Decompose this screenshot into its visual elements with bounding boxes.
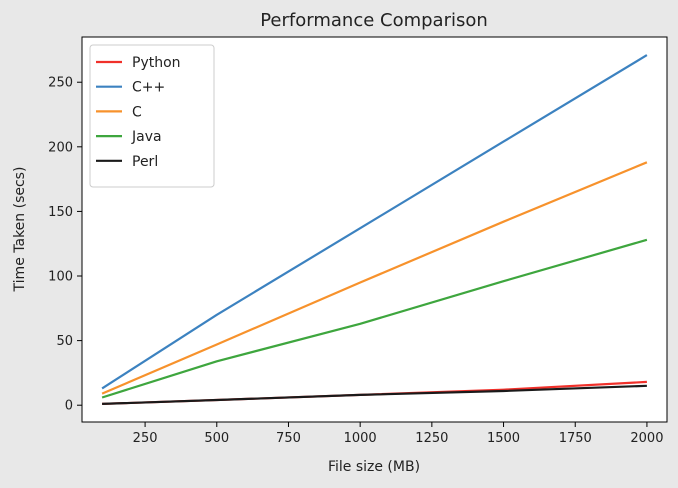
x-axis-label: File size (MB) <box>328 459 420 475</box>
y-tick-label: 50 <box>56 334 73 349</box>
x-tick-label: 1000 <box>344 431 377 446</box>
x-tick-label: 1750 <box>559 431 592 446</box>
y-tick-label: 0 <box>65 399 73 414</box>
x-axis-ticks: 250 500 750 1000 1250 1500 1750 2000 <box>133 422 663 446</box>
series-lines <box>101 54 648 405</box>
y-tick-label: 200 <box>48 140 73 155</box>
series-line-perl <box>102 384 647 405</box>
series-line-c <box>101 161 648 395</box>
x-tick-label: 2000 <box>630 431 663 446</box>
y-axis-ticks: 0 50 100 150 200 250 <box>48 76 82 414</box>
y-tick-label: 250 <box>48 76 73 91</box>
x-tick-label: 1500 <box>487 431 520 446</box>
legend-label-python: Python <box>132 55 181 71</box>
y-tick-label: 100 <box>48 270 73 285</box>
x-tick-label: 500 <box>204 431 229 446</box>
y-tick-label: 150 <box>48 205 73 220</box>
series-line-java <box>101 238 648 399</box>
y-axis-label: Time Taken (secs) <box>12 167 28 293</box>
x-tick-label: 750 <box>276 431 301 446</box>
legend-box <box>89 44 215 188</box>
legend-label-perl: Perl <box>132 154 158 170</box>
legend-label-java: Java <box>131 129 162 145</box>
legend: Python C++ C Java Perl <box>89 44 215 188</box>
x-tick-label: 1250 <box>415 431 448 446</box>
chart-title: Performance Comparison <box>260 10 488 31</box>
series-line-c- <box>101 54 648 390</box>
legend-label-c: C <box>132 104 142 120</box>
legend-items: Python C++ C Java Perl <box>96 55 181 170</box>
legend-label-c-: C++ <box>132 80 165 96</box>
x-tick-label: 250 <box>133 431 158 446</box>
